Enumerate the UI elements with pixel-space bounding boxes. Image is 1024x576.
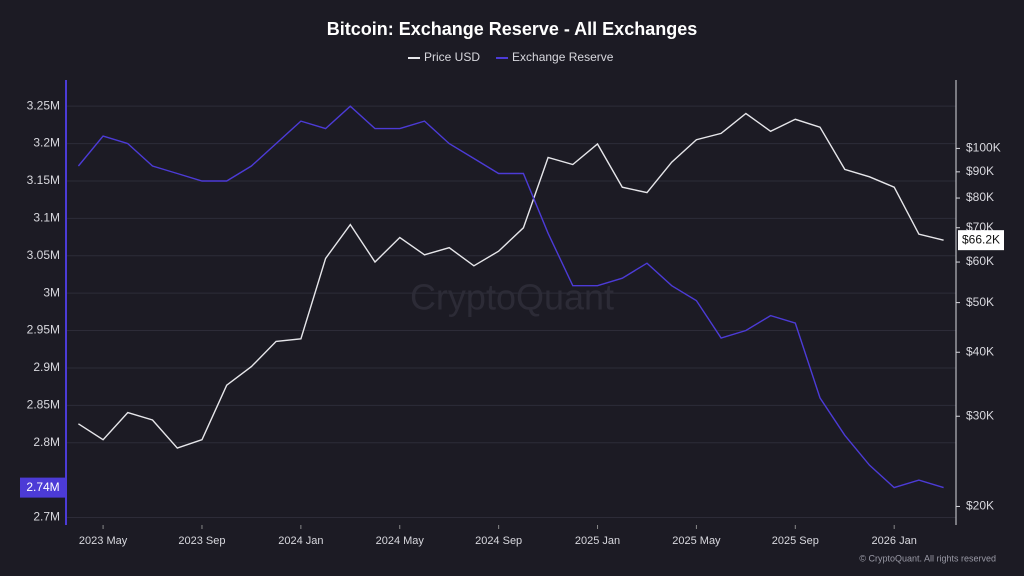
x-tick-label: 2024 Jan xyxy=(278,535,323,547)
y2-tick-label: $50K xyxy=(966,295,994,309)
x-tick-label: 2024 Sep xyxy=(475,535,522,547)
x-tick-label: 2024 May xyxy=(376,535,425,547)
y-tick-label: 2.7M xyxy=(33,510,60,524)
watermark: CryptoQuant xyxy=(410,277,614,318)
x-tick-label: 2026 Jan xyxy=(872,535,917,547)
y2-tick-label: $30K xyxy=(966,408,994,422)
y2-tick-label: $80K xyxy=(966,190,994,204)
legend-label: Price USD xyxy=(424,50,480,64)
value-badge-label: $66.2K xyxy=(962,232,1000,246)
series-line xyxy=(78,112,944,449)
y-tick-label: 2.9M xyxy=(33,360,60,374)
y-tick-label: 3.05M xyxy=(27,248,60,262)
y2-tick-label: $100K xyxy=(966,141,1001,155)
y-tick-label: 3.2M xyxy=(33,136,60,150)
x-tick-label: 2023 Sep xyxy=(178,535,225,547)
series-line xyxy=(77,105,944,489)
y-tick-label: 3.15M xyxy=(27,173,60,187)
y-tick-label: 3M xyxy=(43,285,60,299)
value-badge xyxy=(958,230,1004,251)
value-badge xyxy=(20,477,66,498)
value-badge-label: 2.74M xyxy=(26,480,59,494)
y-tick-label: 2.85M xyxy=(27,398,60,412)
chart-title: Bitcoin: Exchange Reserve - All Exchange… xyxy=(327,19,697,39)
legend-label: Exchange Reserve xyxy=(512,50,614,64)
y-tick-label: 2.8M xyxy=(33,435,60,449)
x-tick-label: 2025 Sep xyxy=(772,535,819,547)
y2-tick-label: $60K xyxy=(966,254,994,268)
y-tick-label: 3.25M xyxy=(27,98,60,112)
x-tick-label: 2025 May xyxy=(672,535,721,547)
footer: © CryptoQuant. All rights reserved xyxy=(859,553,996,563)
x-tick-label: 2023 May xyxy=(79,535,128,547)
y2-tick-label: $20K xyxy=(966,499,994,513)
y-tick-label: 3.1M xyxy=(33,211,60,225)
x-tick-label: 2025 Jan xyxy=(575,535,620,547)
y2-tick-label: $40K xyxy=(966,344,994,358)
y-tick-label: 2.95M xyxy=(27,323,60,337)
y2-tick-label: $90K xyxy=(966,164,994,178)
